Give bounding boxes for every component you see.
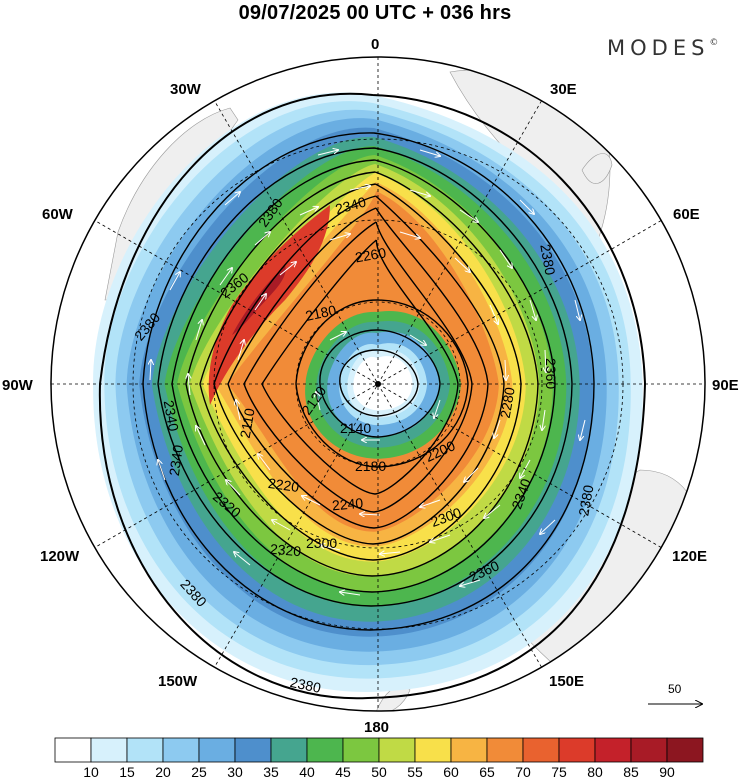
lon-label-60w: 60W	[42, 206, 74, 223]
colorbar-label: 45	[335, 764, 351, 780]
colorbar-label: 90	[659, 764, 675, 780]
map-field	[93, 69, 705, 711]
contour-label: 2300	[306, 535, 337, 551]
reference-vector-value: 50	[668, 682, 682, 696]
contour-label: 2340	[161, 399, 182, 433]
contour-2140	[319, 329, 441, 438]
band-85	[232, 265, 286, 335]
colorbar-label: 55	[407, 764, 423, 780]
contour-label: 2180	[304, 302, 338, 324]
contour-label: 2360	[543, 358, 559, 389]
colorbar-box	[558, 737, 596, 763]
lon-label-90w: 90W	[2, 377, 34, 394]
wind-speed-bands	[93, 92, 643, 693]
contour-label: 2380	[289, 674, 323, 696]
colorbar-box	[450, 737, 488, 763]
colorbar-box	[486, 737, 524, 763]
contour-label: 2140	[340, 420, 371, 436]
contour-label: 2240	[331, 495, 364, 514]
colorbar-box	[270, 737, 308, 763]
colorbar-label: 50	[371, 764, 387, 780]
contour-2380	[98, 92, 647, 700]
lon-label-120e: 120E	[672, 548, 707, 565]
lon-label-60e: 60E	[673, 206, 700, 223]
lon-label-30w: 30W	[170, 81, 202, 98]
colorbar-label: 85	[623, 764, 639, 780]
colorbar-label: 30	[227, 764, 243, 780]
lon-label-30e: 30E	[550, 81, 577, 98]
contour-2180	[295, 299, 469, 468]
colorbar-box	[378, 737, 416, 763]
lon-label-90e: 90E	[712, 377, 739, 394]
contour-label: 2340	[334, 194, 368, 218]
colorbar-box	[162, 737, 200, 763]
wind-vectors	[150, 150, 586, 595]
graticule	[51, 57, 705, 711]
colorbar	[54, 737, 704, 763]
copyright-mark: ©	[709, 38, 719, 48]
contour-label: 2220	[267, 475, 300, 495]
colorbar-box	[666, 737, 704, 763]
contour-2120	[339, 349, 419, 417]
contour-label: 2380	[537, 243, 558, 277]
contour-label: 2180	[355, 458, 386, 474]
contour-label: 2260	[354, 244, 388, 265]
contour-label: 2280	[497, 386, 518, 420]
reference-vector-arrow	[648, 696, 706, 712]
land-madagascar	[581, 153, 613, 184]
lon-label-150e: 150E	[549, 673, 584, 690]
colorbar-label: 15	[119, 764, 135, 780]
colorbar-box	[90, 737, 128, 763]
contour-label: 2380	[575, 483, 596, 517]
contour-label: 2340	[166, 444, 186, 477]
colorbar-label: 65	[479, 764, 495, 780]
band-75	[208, 205, 330, 405]
colorbar-label: 10	[83, 764, 99, 780]
lon-label-180: 180	[364, 719, 389, 736]
colorbar-box	[306, 737, 344, 763]
lon-label-0: 0	[371, 36, 379, 53]
lon-label-120w: 120W	[40, 548, 80, 565]
lon-label-150w: 150W	[158, 673, 198, 690]
land-new-zealand	[375, 685, 411, 711]
colorbar-label: 40	[299, 764, 315, 780]
contour-label: 2320	[269, 541, 302, 560]
modes-logo: MODES©	[607, 36, 718, 60]
colorbar-label: 20	[155, 764, 171, 780]
colorbar-box	[414, 737, 452, 763]
colorbar-label: 60	[443, 764, 459, 780]
colorbar-label: 25	[191, 764, 207, 780]
colorbar-label: 80	[587, 764, 603, 780]
colorbar-box	[594, 737, 632, 763]
contour-2360	[142, 132, 595, 631]
map-title: 09/07/2025 00 UTC + 036 hrs	[238, 2, 512, 24]
colorbar-label: 35	[263, 764, 279, 780]
contour-label: 2110	[237, 407, 258, 440]
colorbar-box	[342, 737, 380, 763]
colorbar-box	[198, 737, 236, 763]
colorbar-box	[630, 737, 668, 763]
colorbar-label: 75	[551, 764, 567, 780]
height-contours	[98, 92, 647, 700]
colorbar-label: 70	[515, 764, 531, 780]
map-boundary	[50, 56, 706, 712]
colorbar-box	[234, 737, 272, 763]
brand-name: MODES	[607, 36, 710, 60]
band-calm	[353, 356, 413, 411]
colorbar-box	[126, 737, 164, 763]
colorbar-box	[522, 737, 560, 763]
colorbar-box	[54, 737, 92, 763]
